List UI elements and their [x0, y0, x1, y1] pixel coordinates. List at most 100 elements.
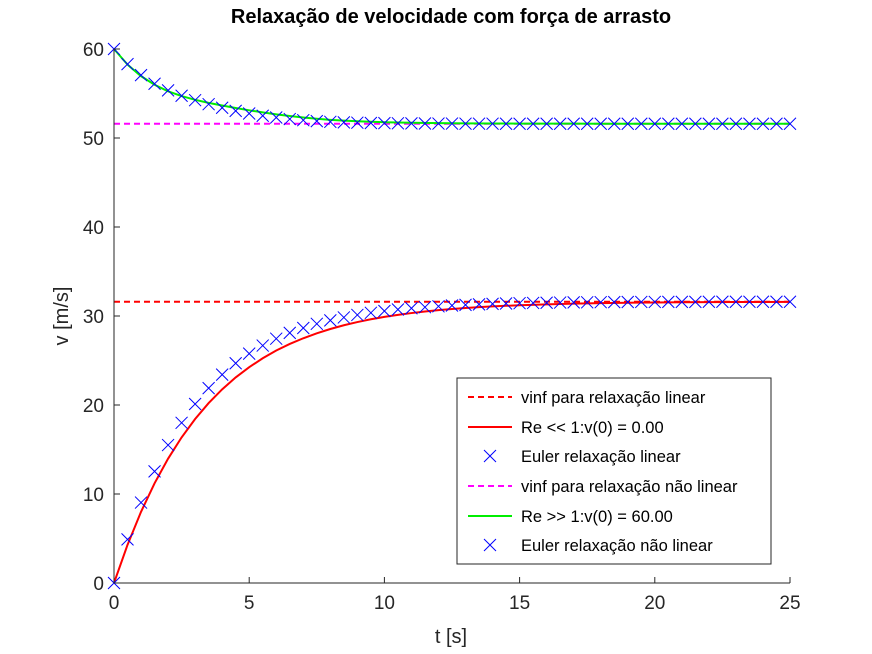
legend-label: Re << 1:v(0) = 0.00 [521, 419, 664, 437]
data-point-marker [472, 117, 486, 131]
x-tick-label: 25 [779, 593, 800, 614]
data-point-marker [242, 347, 256, 361]
data-point-marker [134, 496, 148, 509]
data-point-marker [513, 117, 526, 131]
series-line [113, 300, 791, 584]
data-point-marker [783, 117, 797, 131]
data-point-marker [121, 533, 134, 546]
data-point-marker [405, 117, 418, 130]
data-point-marker [283, 326, 297, 340]
data-point-marker [161, 438, 175, 452]
x-tick-label: 20 [644, 593, 665, 614]
y-tick-label: 60 [83, 40, 104, 61]
data-point-marker [310, 317, 324, 331]
data-point-marker [540, 296, 553, 310]
series-4 [113, 48, 790, 125]
data-point-marker [648, 117, 662, 131]
y-axis-label: v [m/s] [51, 287, 73, 346]
data-point-marker [702, 117, 716, 131]
data-point-marker [607, 117, 621, 131]
legend-label: Euler relaxação linear [521, 448, 681, 466]
data-point-marker [567, 296, 581, 309]
data-point-marker [215, 368, 229, 382]
data-point-marker [202, 381, 215, 395]
legend-marker [483, 538, 497, 552]
data-point-marker [702, 295, 716, 309]
data-point-marker [499, 117, 513, 131]
data-point-marker [756, 295, 770, 309]
data-point-marker [689, 117, 702, 131]
y-tick-label: 0 [93, 574, 104, 595]
data-point-marker [661, 117, 675, 131]
data-point-marker [540, 117, 553, 131]
data-point-marker [188, 93, 202, 107]
data-point-marker [607, 295, 621, 309]
legend-label: vinf para relaxação não linear [521, 478, 738, 496]
data-point-marker [432, 299, 445, 313]
data-point-marker [770, 295, 783, 309]
data-point-marker [121, 57, 134, 71]
data-point-marker [513, 296, 526, 310]
data-point-marker [756, 117, 770, 131]
x-tick-label: 0 [109, 593, 120, 614]
data-point-marker [364, 306, 378, 320]
data-point-marker [256, 339, 270, 352]
data-point-marker [675, 295, 689, 309]
data-point-marker [594, 295, 608, 309]
data-point-marker [783, 295, 797, 309]
data-point-marker [229, 104, 243, 118]
data-point-marker [716, 295, 729, 309]
data-point-marker [229, 356, 243, 370]
data-point-marker [378, 304, 391, 318]
legend-entry: vinf para relaxação não linear [468, 478, 738, 496]
data-point-marker [269, 332, 283, 346]
legend: vinf para relaxação linear Re << 1:v(0) =… [456, 377, 772, 565]
data-point-marker [337, 115, 351, 129]
data-point-marker [405, 301, 418, 315]
data-point-marker [296, 113, 310, 127]
data-point-marker [175, 89, 188, 103]
data-point-marker [567, 117, 581, 131]
series-line [113, 48, 790, 125]
data-point-marker [594, 117, 608, 131]
legend-entry: vinf para relaxação linear [468, 389, 706, 407]
y-tick-label: 30 [83, 307, 104, 328]
series-1 [113, 300, 791, 584]
data-point-marker [526, 117, 540, 131]
data-point-marker [269, 111, 283, 124]
data-point-marker [472, 297, 486, 311]
data-point-marker [729, 295, 743, 309]
data-point-marker [634, 295, 648, 309]
data-point-marker [364, 116, 378, 130]
y-tick-label: 40 [83, 218, 104, 239]
legend-entry: Euler relaxação não linear [483, 537, 713, 555]
data-point-marker [391, 303, 405, 316]
y-tick-label: 50 [83, 129, 104, 150]
data-point-marker [445, 299, 459, 312]
data-point-marker [148, 465, 161, 478]
x-axis-label: t [s] [435, 626, 467, 648]
legend-box [456, 377, 772, 565]
series-5 [107, 42, 797, 131]
data-point-marker [445, 117, 459, 130]
plot-area [107, 42, 797, 590]
data-point-marker [675, 117, 689, 131]
x-tick-label: 5 [244, 593, 255, 614]
data-point-marker [323, 314, 337, 327]
data-point-marker [743, 295, 756, 309]
data-point-marker [580, 295, 594, 309]
data-point-marker [418, 300, 432, 314]
data-point-marker [743, 117, 756, 131]
data-point-marker [242, 107, 256, 120]
data-point-marker [323, 115, 337, 129]
legend-entry: Re << 1:v(0) = 0.00 [468, 419, 664, 437]
data-point-marker [378, 116, 391, 130]
data-point-marker [215, 101, 229, 115]
data-point-marker [391, 116, 405, 130]
data-point-marker [621, 295, 635, 309]
legend-entry: Euler relaxação linear [483, 448, 681, 466]
data-point-marker [296, 321, 310, 335]
y-tick-label: 20 [83, 396, 104, 417]
data-point-marker [661, 295, 675, 309]
